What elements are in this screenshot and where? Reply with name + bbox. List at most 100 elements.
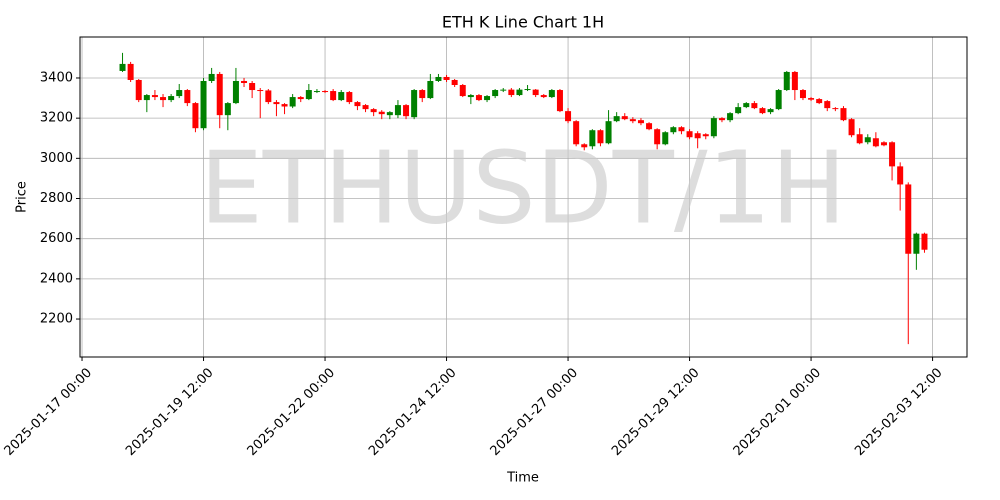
candle-body (427, 80, 434, 99)
candle-body (864, 137, 871, 143)
candle-body (224, 103, 231, 116)
candle-body (856, 134, 863, 144)
candle-body (824, 101, 831, 109)
candle-body (216, 73, 223, 116)
candle-body (921, 233, 928, 250)
candle-body (200, 80, 207, 129)
candle-body (662, 132, 669, 145)
candle-body (435, 76, 442, 81)
candle-body (735, 107, 742, 114)
candle-body (378, 111, 385, 115)
candle-body (767, 109, 774, 113)
candle-body (889, 142, 896, 167)
candle-body (208, 73, 215, 81)
candle-body (241, 80, 248, 84)
candle-body (637, 120, 644, 124)
y-tick-label: 2600 (40, 231, 73, 246)
y-tick-label: 3200 (40, 111, 73, 126)
candle-body (143, 95, 150, 101)
y-tick-label: 2400 (40, 271, 73, 286)
candle-body (743, 103, 750, 108)
candle-body (654, 129, 661, 145)
candle-body (346, 92, 353, 103)
candle-body (232, 80, 239, 104)
candle-body (548, 90, 555, 98)
candle-body (670, 127, 677, 133)
candle-body (257, 90, 264, 92)
candle-body (775, 90, 782, 110)
candle-body (289, 97, 296, 107)
candle-body (281, 104, 288, 107)
candle-body (718, 118, 725, 121)
candle-body (443, 76, 450, 80)
candle-body (556, 90, 563, 112)
candle-body (419, 90, 426, 99)
candle-body (119, 63, 126, 71)
candle-body (370, 109, 377, 113)
candle-body (565, 111, 572, 122)
y-axis-label: Price (15, 181, 30, 213)
y-tick-label: 3000 (40, 151, 73, 166)
candle-body (484, 96, 491, 101)
candle-body (694, 133, 701, 139)
candle-body (613, 116, 620, 122)
x-axis-label: Time (506, 471, 539, 486)
candle-body (605, 121, 612, 144)
candle-body (151, 95, 158, 98)
candle-body (500, 89, 507, 91)
candle-body (273, 102, 280, 105)
candle-body (249, 83, 256, 91)
candle-body (808, 98, 815, 100)
candle-body (160, 97, 167, 101)
candle-body (184, 90, 191, 104)
candle-body (411, 90, 418, 118)
candle-body (751, 103, 758, 109)
candle-body (508, 89, 515, 96)
watermark: ETHUSDT/1H (200, 129, 847, 246)
y-tick-label: 2800 (40, 191, 73, 206)
candle-body (362, 105, 369, 110)
candle-body (905, 184, 912, 254)
candle-body (297, 97, 304, 100)
candle-body (799, 90, 806, 99)
candle-body (330, 91, 337, 101)
candle-body (597, 130, 604, 144)
candle-body (702, 134, 709, 137)
candles (119, 52, 928, 345)
candle-body (581, 144, 588, 148)
candle-body (629, 119, 636, 122)
candle-body (686, 131, 693, 138)
candle-body (451, 79, 458, 86)
candle-body (791, 71, 798, 91)
candle-body (573, 121, 580, 145)
candle-body (727, 113, 734, 121)
candle-body (848, 119, 855, 136)
candle-body (403, 105, 410, 117)
candle-body (516, 89, 523, 96)
candle-body (540, 95, 547, 98)
candle-body (313, 91, 320, 93)
candle-body (678, 127, 685, 132)
candle-body (783, 71, 790, 91)
candle-body (386, 112, 393, 116)
candle-body (840, 108, 847, 121)
candle-body (621, 116, 628, 120)
candle-body (168, 96, 175, 101)
candle-body (192, 103, 199, 129)
candle-body (913, 233, 920, 254)
candle-body (832, 108, 839, 110)
candle-body (897, 166, 904, 185)
candle-body (532, 89, 539, 96)
candle-body (646, 123, 653, 130)
candle-body (176, 90, 183, 97)
candle-body (492, 90, 499, 97)
candle-body (880, 142, 887, 146)
candle-body (467, 95, 474, 98)
candle-body (265, 90, 272, 103)
candle-body (589, 130, 596, 147)
candle-body (816, 99, 823, 104)
y-tick-label: 2200 (40, 312, 73, 327)
y-tick-label: 3400 (40, 70, 73, 85)
